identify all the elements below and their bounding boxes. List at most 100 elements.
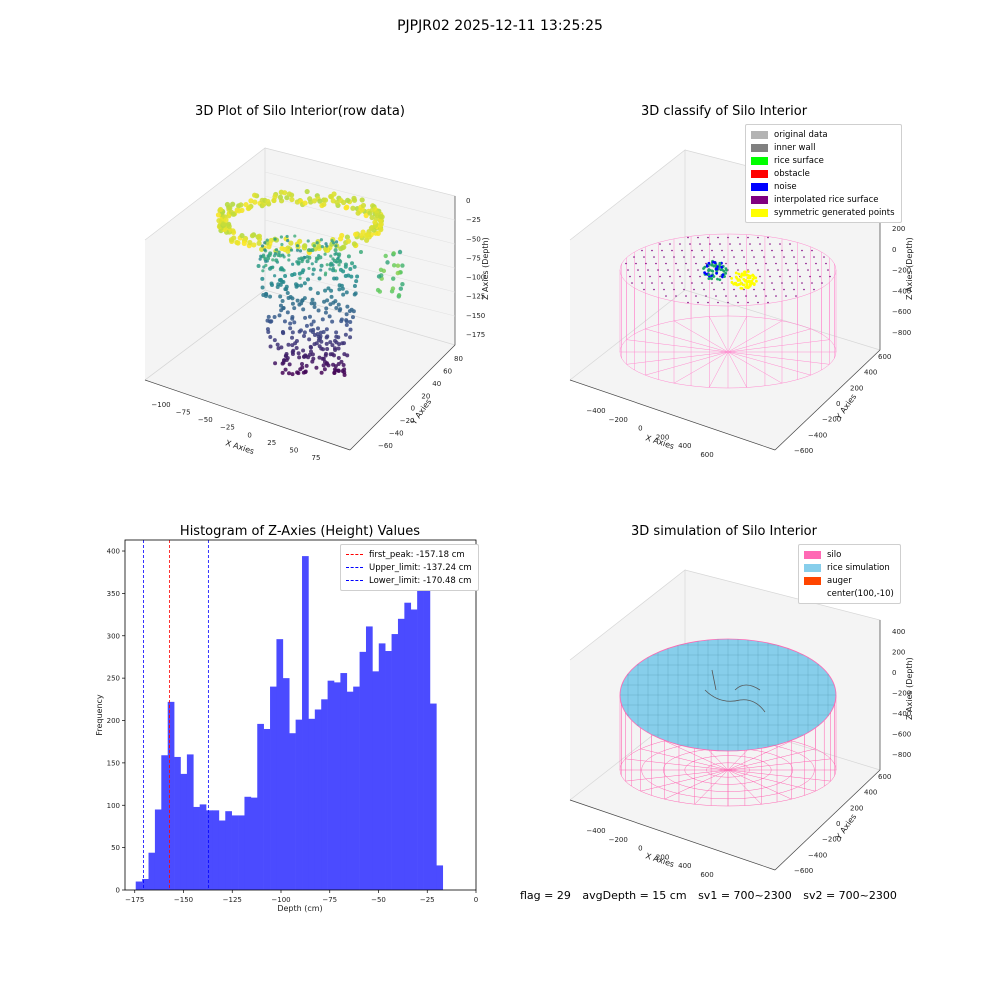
- panel2-interpolated-point: [669, 275, 671, 278]
- raw-data-point: [308, 345, 313, 350]
- raw-data-point: [396, 293, 402, 298]
- raw-data-point: [231, 211, 237, 217]
- raw-data-point: [369, 214, 375, 221]
- raw-data-point: [297, 355, 302, 360]
- panel2-interpolated-point: [707, 301, 709, 304]
- raw-data-point: [279, 245, 285, 252]
- panel2-interpolated-point: [795, 262, 797, 265]
- raw-data-point: [330, 319, 335, 324]
- histogram-bar: [321, 699, 328, 890]
- raw-data-point: [328, 302, 333, 307]
- histogram-bar: [199, 804, 207, 890]
- raw-data-point: [276, 252, 281, 257]
- panel2-z-tick-0: 200: [892, 225, 905, 233]
- panel2-interpolated-point: [755, 262, 757, 265]
- raw-data-point: [249, 233, 256, 239]
- raw-data-point: [316, 243, 322, 249]
- raw-data-point: [298, 249, 303, 253]
- panel2-silo-floor-line: [727, 328, 811, 353]
- panel2-interpolated-point: [635, 262, 637, 265]
- raw-data-point: [312, 301, 317, 306]
- panel4-legend-swatch: [804, 563, 821, 572]
- raw-data-point: [348, 267, 353, 272]
- panel2-interpolated-point: [725, 262, 727, 265]
- panel1-z-tick-4: −100: [466, 274, 485, 282]
- panel2-interpolated-point: [809, 275, 811, 278]
- panel4-y-tick-6: 600: [878, 773, 891, 781]
- raw-data-point: [263, 248, 267, 252]
- raw-data-point: [344, 312, 349, 317]
- raw-data-point: [306, 277, 311, 282]
- histogram-bar: [174, 756, 181, 890]
- panel2-interpolated-point: [717, 301, 719, 304]
- raw-data-point: [268, 344, 273, 349]
- raw-data-point: [266, 314, 271, 319]
- panel3-x-tick-0: −175: [125, 896, 144, 904]
- panel2-x-tick-1: −200: [609, 416, 628, 424]
- panel4-z-tick-3: −200: [892, 690, 911, 698]
- raw-data-point: [248, 198, 254, 204]
- panel2-silo-floor-line: [645, 351, 729, 376]
- panel2-rice-surface-point: [711, 269, 715, 273]
- panel2-interpolated-point: [729, 243, 731, 245]
- panel2-rice-surface-point: [713, 264, 717, 268]
- panel1-y-tick-0: −60: [378, 442, 393, 450]
- panel3-y-tick-7: 350: [107, 590, 120, 598]
- panel2-rice-surface-point: [707, 277, 711, 280]
- raw-data-point: [323, 310, 328, 315]
- raw-data-point: [312, 304, 317, 309]
- raw-data-point: [282, 319, 287, 324]
- raw-data-point: [284, 284, 289, 289]
- panel2-interpolated-point: [755, 295, 757, 297]
- figure-title: PJPJR02 2025-12-11 13:25:25: [397, 18, 603, 34]
- panel2-interpolated-point: [793, 288, 795, 291]
- panel2-interpolated-point: [693, 288, 695, 291]
- panel3-legend: first_peak: -157.18 cm Upper_limit: -137.…: [340, 544, 479, 591]
- panel2-legend-swatch: [751, 169, 768, 178]
- panel2-legend-swatch: [751, 208, 768, 217]
- panel2-y-tick-5: 400: [864, 369, 877, 377]
- panel4-y-tick-0: −600: [794, 867, 813, 875]
- raw-data-point: [268, 266, 273, 271]
- raw-data-point: [320, 317, 325, 322]
- panel2-interpolated-point: [651, 282, 653, 284]
- histogram-bar: [135, 881, 143, 890]
- raw-data-point: [284, 195, 290, 201]
- panel2-rice-surface-point: [702, 267, 705, 270]
- histogram-bar: [295, 719, 303, 890]
- raw-data-point: [317, 198, 323, 204]
- raw-data-point: [344, 290, 349, 295]
- raw-data-point: [307, 314, 312, 319]
- panel2-legend-label: noise: [774, 181, 797, 192]
- panel2-z-tick-4: −600: [892, 308, 911, 316]
- raw-data-point: [318, 334, 323, 339]
- raw-data-point: [351, 241, 358, 247]
- raw-data-point: [360, 202, 367, 209]
- panel4-legend-label: center(100,-10): [827, 588, 894, 599]
- raw-data-point: [339, 359, 344, 364]
- raw-data-point: [260, 285, 265, 290]
- raw-data-point: [324, 341, 329, 346]
- panel4-legend-item: center(100,-10): [804, 587, 894, 600]
- panel2-interpolated-point: [627, 269, 629, 271]
- raw-data-point: [342, 352, 347, 357]
- panel4-y-tick-4: 200: [850, 804, 863, 812]
- raw-data-point: [287, 362, 292, 367]
- panel2-interpolated-point: [797, 269, 799, 271]
- raw-data-point: [330, 343, 335, 348]
- histogram-bar: [282, 678, 290, 890]
- panel2-interpolated-point: [697, 236, 699, 239]
- panel2-rice-surface-point: [718, 278, 722, 282]
- raw-data-point: [281, 306, 286, 311]
- panel2-interpolated-point: [735, 262, 737, 265]
- panel4-legend: silo rice simulation auger center(100,-10): [798, 544, 901, 604]
- panel4-silo-floor-line: [625, 758, 729, 771]
- panel2-legend-label: symmetric generated points: [774, 207, 895, 218]
- raw-data-point: [280, 299, 285, 304]
- panel2-interpolated-point: [803, 288, 805, 291]
- raw-data-point: [316, 308, 321, 313]
- raw-data-point: [279, 266, 284, 271]
- raw-data-point: [294, 282, 299, 287]
- raw-data-point: [315, 241, 319, 245]
- panel1-x-tick-1: −75: [176, 409, 191, 417]
